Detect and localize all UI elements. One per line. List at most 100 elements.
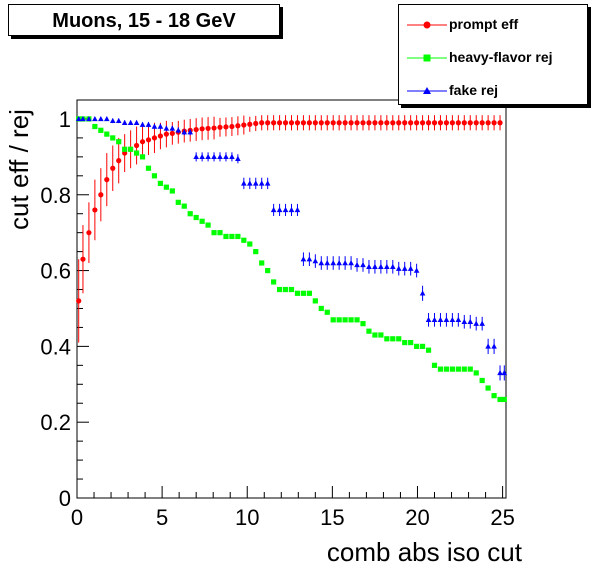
data-point: [331, 317, 336, 322]
data-point: [456, 317, 462, 322]
y-tick-label: 0.8: [40, 183, 71, 208]
data-point: [247, 122, 252, 127]
data-point: [420, 290, 426, 295]
data-point: [402, 266, 408, 271]
data-point: [325, 120, 330, 125]
data-point: [128, 120, 134, 125]
data-point: [462, 120, 467, 125]
data-point: [502, 397, 507, 402]
data-point: [402, 120, 407, 125]
data-point: [205, 154, 211, 159]
data-point: [348, 317, 353, 322]
data-point: [116, 158, 121, 163]
data-point: [164, 125, 170, 130]
data-point: [110, 118, 116, 123]
data-point: [265, 180, 271, 185]
y-tick-label: 1: [59, 107, 71, 132]
data-point: [146, 122, 152, 127]
data-point: [223, 234, 228, 239]
data-point: [485, 343, 491, 348]
data-point: [229, 154, 235, 159]
data-point: [211, 230, 216, 235]
data-point: [307, 256, 313, 261]
data-point: [390, 120, 395, 125]
data-point: [384, 336, 389, 341]
data-point: [307, 120, 312, 125]
series-heavy-flavor-rej: [76, 116, 507, 402]
x-tick-label: 15: [320, 505, 344, 530]
data-point: [217, 125, 222, 130]
data-point: [134, 150, 139, 155]
data-point: [432, 317, 438, 322]
data-point: [408, 340, 413, 345]
data-point: [205, 126, 210, 131]
data-point: [235, 234, 240, 239]
data-point: [313, 120, 318, 125]
data-point: [343, 120, 348, 125]
data-point: [146, 137, 151, 142]
data-point: [301, 120, 306, 125]
data-point: [86, 230, 91, 235]
data-point: [170, 188, 175, 193]
data-point: [122, 120, 128, 125]
data-point: [354, 262, 360, 267]
data-point: [152, 135, 157, 140]
data-point: [384, 120, 389, 125]
legend-entry-fake-rej: fake rej: [399, 79, 589, 103]
plot-area-border: [77, 100, 506, 498]
data-point: [318, 260, 324, 265]
data-point: [479, 321, 485, 326]
data-point: [289, 120, 294, 125]
data-point: [277, 287, 282, 292]
x-tick-label: 5: [156, 505, 168, 530]
data-point: [241, 180, 247, 185]
data-point: [128, 147, 133, 152]
data-point: [188, 211, 193, 216]
data-point: [378, 264, 384, 269]
data-point: [330, 260, 336, 265]
data-point: [468, 367, 473, 372]
data-point: [253, 180, 259, 185]
data-point: [307, 291, 312, 296]
data-point: [491, 120, 496, 125]
data-point: [486, 385, 491, 390]
data-point: [444, 367, 449, 372]
data-point: [450, 120, 455, 125]
data-point: [182, 204, 187, 209]
data-point: [497, 120, 502, 125]
data-point: [223, 124, 228, 129]
data-point: [408, 266, 414, 271]
data-point: [461, 319, 467, 324]
data-point: [420, 120, 425, 125]
data-point: [426, 317, 432, 322]
data-point: [390, 264, 396, 269]
data-point: [354, 317, 359, 322]
y-tick-label: 0.6: [40, 259, 71, 284]
data-point: [110, 166, 115, 171]
data-point: [408, 120, 413, 125]
data-point: [253, 249, 258, 254]
data-point: [474, 120, 479, 125]
data-point: [456, 120, 461, 125]
data-point: [277, 207, 283, 212]
legend-marker-fake-rej: [407, 79, 447, 103]
data-point: [134, 143, 139, 148]
data-point: [366, 120, 371, 125]
data-point: [396, 266, 402, 271]
data-point: [331, 120, 336, 125]
data-point: [360, 262, 366, 267]
x-axis-title: comb abs iso cut: [327, 537, 522, 568]
data-point: [295, 291, 300, 296]
data-point: [360, 120, 365, 125]
data-point: [140, 139, 145, 144]
legend-marker-heavy-flavor-rej: [407, 46, 447, 70]
data-point: [432, 120, 437, 125]
data-point: [343, 317, 348, 322]
data-point: [259, 180, 265, 185]
data-point: [337, 317, 342, 322]
data-point: [271, 279, 276, 284]
data-point: [468, 120, 473, 125]
data-point: [354, 120, 359, 125]
data-point: [98, 192, 103, 197]
data-point: [390, 336, 395, 341]
